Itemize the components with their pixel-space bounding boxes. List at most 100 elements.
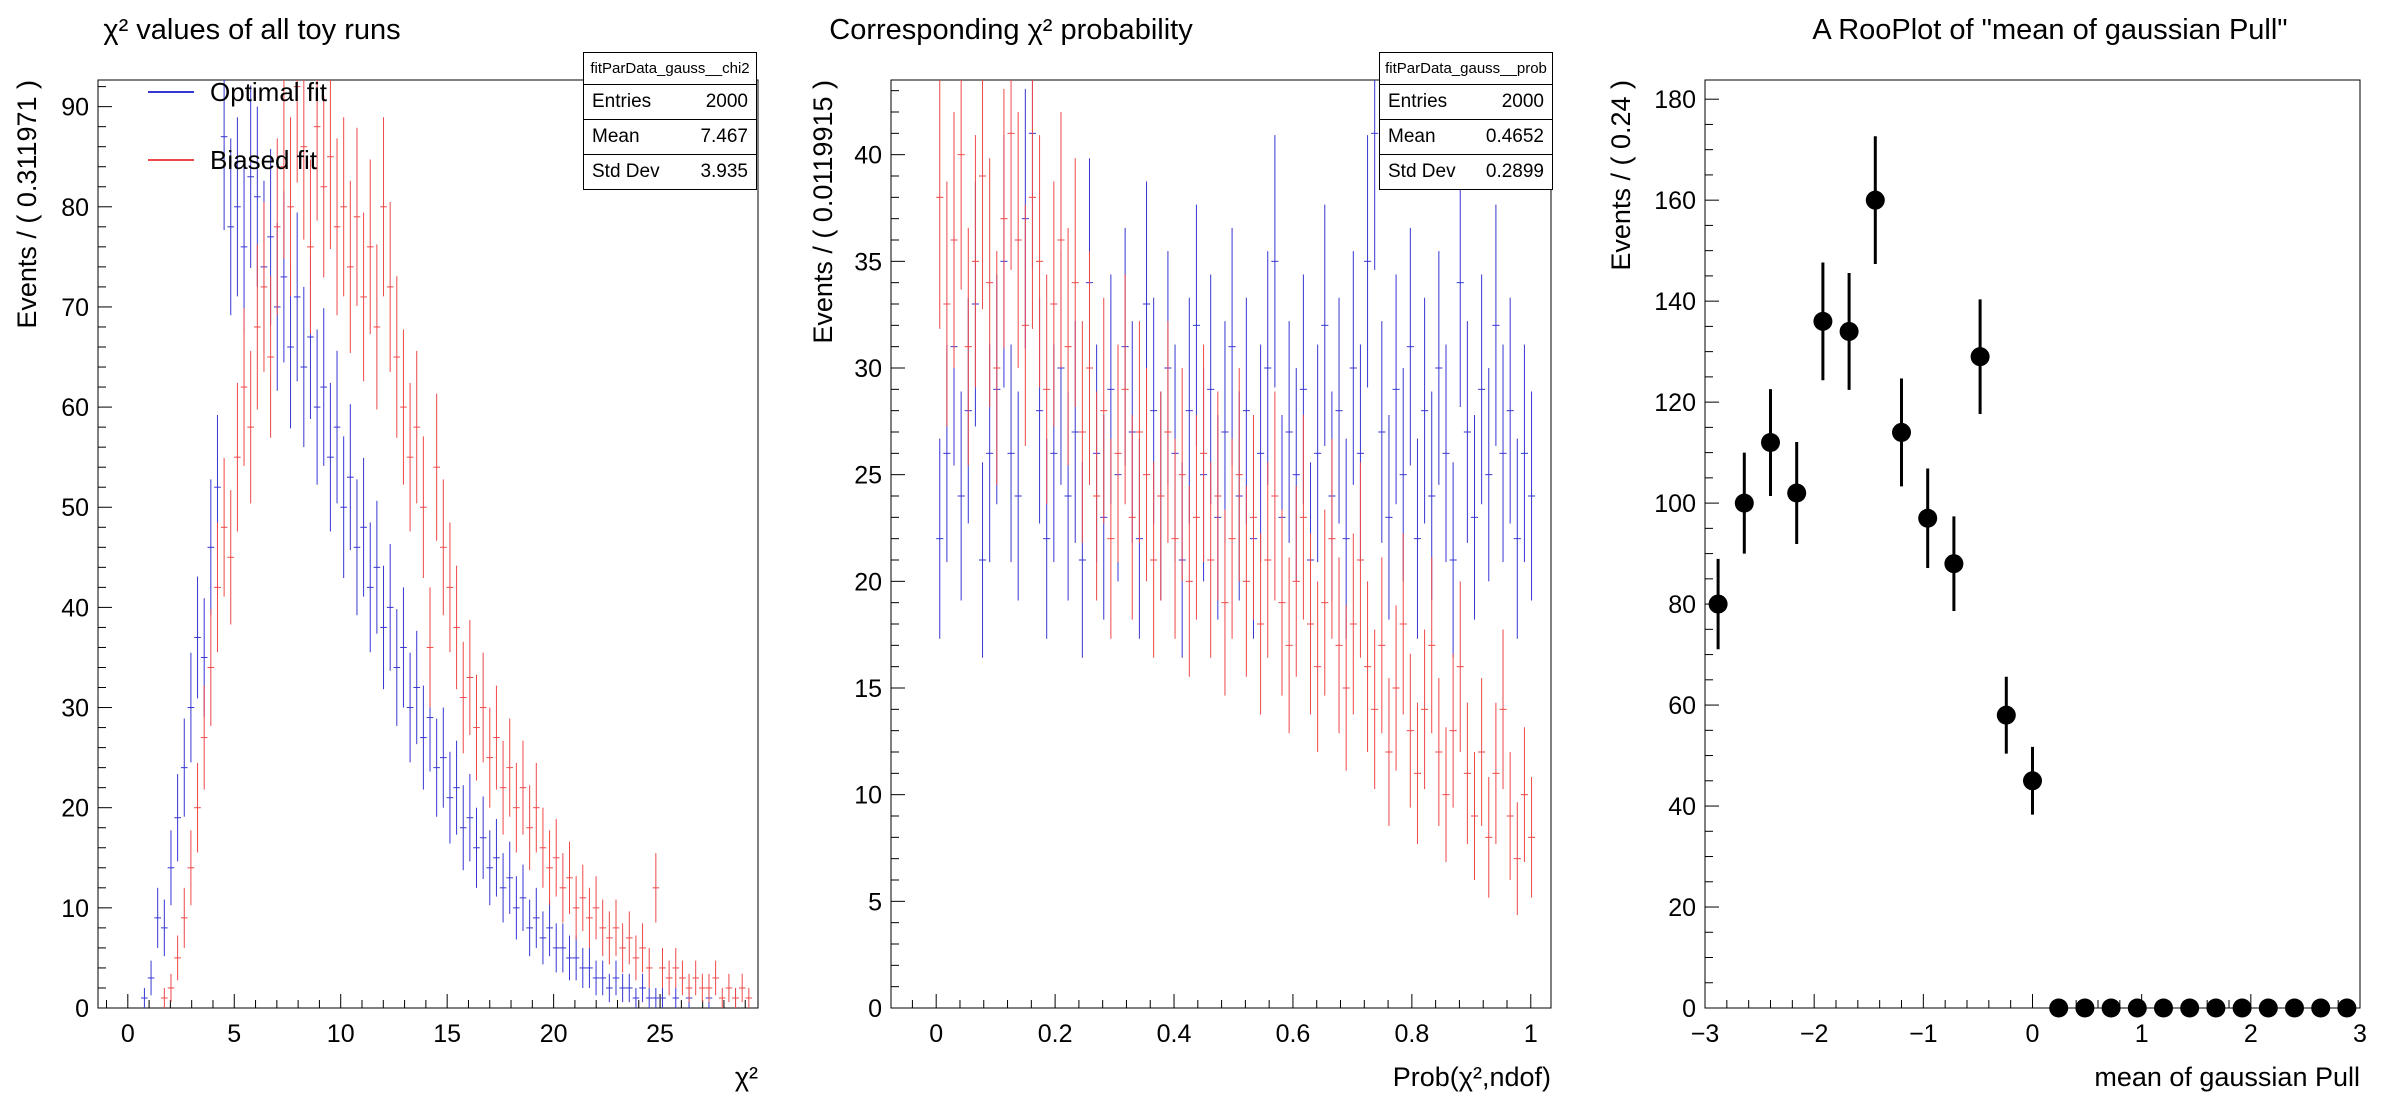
y-tick-label: 80	[1668, 591, 1696, 619]
y-tick-label: 0	[868, 995, 882, 1023]
data-point-marker	[1892, 422, 1911, 442]
x-tick-label: 10	[327, 1020, 355, 1048]
series-pull-data	[1708, 136, 2357, 1018]
y-tick-label: 35	[854, 248, 882, 276]
data-point-marker	[2258, 998, 2278, 1018]
data-point-marker	[2180, 998, 2200, 1018]
stats-label: Entries	[592, 91, 652, 112]
data-point-marker	[1970, 347, 1990, 367]
stats-row-mean: Mean 7.467	[584, 120, 756, 155]
legend: Optimal fit Biased fit	[148, 58, 327, 194]
x-tick-label: 5	[227, 1020, 241, 1048]
y-tick-label: 70	[61, 294, 89, 322]
y-tick-label: 10	[854, 782, 882, 810]
y-tick-label: 120	[1654, 389, 1696, 417]
chi2-plot-area: 0 5 10 15 20 25 0 10 20 30 40 50 60 70 80 90 χ² Events / …	[12, 79, 759, 1092]
x-axis-title: χ²	[735, 1062, 758, 1092]
series-biased-fit	[161, 80, 753, 1008]
chart-title-rooplot: A RooPlot of "mean of gaussian Pull"	[1812, 14, 2288, 46]
stats-box-title: fitParData_gauss__prob	[1380, 53, 1552, 85]
y-tick-label: 0	[75, 995, 89, 1023]
legend-entry-biased-fit: Biased fit	[148, 126, 327, 194]
y-tick-label: 50	[61, 494, 89, 522]
biased-fit-line-swatch	[148, 159, 194, 161]
stats-box-prob: fitParData_gauss__prob Entries 2000 Mean…	[1379, 52, 1553, 190]
y-tick-label: 40	[61, 594, 89, 622]
y-tick-label: 160	[1654, 187, 1696, 215]
y-tick-label: 80	[61, 194, 89, 222]
x-tick-label: 25	[646, 1020, 674, 1048]
y-tick-label: 20	[1668, 894, 1696, 922]
data-point-marker	[2206, 998, 2226, 1018]
y-tick-label: 30	[61, 695, 89, 723]
y-tick-label: 5	[868, 888, 882, 916]
y-axis-title: Events / ( 0.24 )	[1606, 80, 1636, 271]
x-tick-label: 0	[121, 1020, 135, 1048]
chart-title-chi2: χ² values of all toy runs	[103, 14, 401, 46]
series-optimal-fit	[141, 80, 739, 1008]
y-tick-label: 25	[854, 462, 882, 490]
stats-box-title: fitParData_gauss__chi2	[584, 53, 756, 85]
data-point-marker	[1839, 321, 1859, 341]
stats-value: 0.4652	[1485, 126, 1544, 147]
stats-row-entries: Entries 2000	[1380, 85, 1552, 120]
x-tick-label: −3	[1691, 1020, 1720, 1048]
y-axis-title: Events / ( 0.311971 )	[12, 80, 42, 329]
y-tick-label: 180	[1654, 86, 1696, 114]
stats-value: 7.467	[700, 126, 748, 147]
y-tick-label: 40	[1668, 793, 1696, 821]
x-tick-label: 0.4	[1157, 1020, 1192, 1048]
y-tick-label: 100	[1654, 490, 1696, 518]
x-tick-label: 2	[2244, 1020, 2258, 1048]
stats-value: 3.935	[700, 161, 748, 182]
x-tick-label: 0.8	[1394, 1020, 1429, 1048]
data-point-marker	[2127, 998, 2147, 1018]
stats-value: 2000	[1501, 91, 1544, 112]
y-tick-label: 15	[854, 675, 882, 703]
x-tick-label: 1	[2135, 1020, 2149, 1048]
data-point-marker	[2232, 998, 2252, 1018]
stats-label: Entries	[1388, 91, 1448, 112]
data-point-marker	[1813, 311, 1833, 331]
legend-label-optimal-fit: Optimal fit	[210, 76, 328, 107]
x-tick-label: 3	[2353, 1020, 2367, 1048]
legend-label-biased-fit: Biased fit	[210, 144, 317, 175]
y-tick-label: 20	[854, 568, 882, 596]
series-biased-fit	[936, 80, 1536, 916]
x-tick-label: −2	[1800, 1020, 1829, 1048]
y-axis-title: Events / ( 0.0119915 )	[808, 80, 838, 344]
prob-plot-area: 0 0.2 0.4 0.6 0.8 10510152025303540Prob(χ²,nd…	[808, 79, 1552, 1092]
data-point-marker	[1918, 508, 1938, 528]
x-axis-title: Prob(χ²,ndof)	[1393, 1062, 1551, 1092]
stats-box-chi2: fitParData_gauss__chi2 Entries 2000 Mean…	[583, 52, 757, 190]
data-point-marker	[1996, 705, 2016, 725]
y-tick-label: 90	[61, 94, 89, 122]
x-tick-label: 15	[433, 1020, 461, 1048]
data-point-marker	[2101, 998, 2121, 1018]
y-tick-label: 140	[1654, 288, 1696, 316]
optimal-fit-line-swatch	[148, 91, 194, 93]
x-tick-label: 0	[929, 1020, 943, 1048]
data-point-marker	[1761, 433, 1780, 453]
x-tick-label: −1	[1909, 1020, 1938, 1048]
stats-label: Std Dev	[1388, 161, 1456, 182]
data-point-marker	[2075, 998, 2095, 1018]
data-point-marker	[1865, 190, 1885, 210]
stats-row-stddev: Std Dev 0.2899	[1380, 155, 1552, 189]
plot-frame	[97, 79, 759, 1009]
plot-frame	[1704, 79, 2361, 1009]
data-point-marker	[1708, 594, 1728, 614]
x-tick-label: 1	[1524, 1020, 1538, 1048]
y-tick-label: 60	[61, 394, 89, 422]
data-point-marker	[2337, 998, 2357, 1018]
data-point-marker	[1787, 483, 1807, 503]
stats-value: 0.2899	[1485, 161, 1544, 182]
y-tick-label: 30	[854, 355, 882, 383]
stats-label: Std Dev	[592, 161, 660, 182]
stats-row-entries: Entries 2000	[584, 85, 756, 120]
panel-rooplot-pull: −3 −2 −1 0 1 2 3 0 20 40 60 80 100 120 140 160 180 mean o…	[1592, 0, 2388, 1116]
stats-row-mean: Mean 0.4652	[1380, 120, 1552, 155]
x-tick-label: 0.2	[1038, 1020, 1073, 1048]
